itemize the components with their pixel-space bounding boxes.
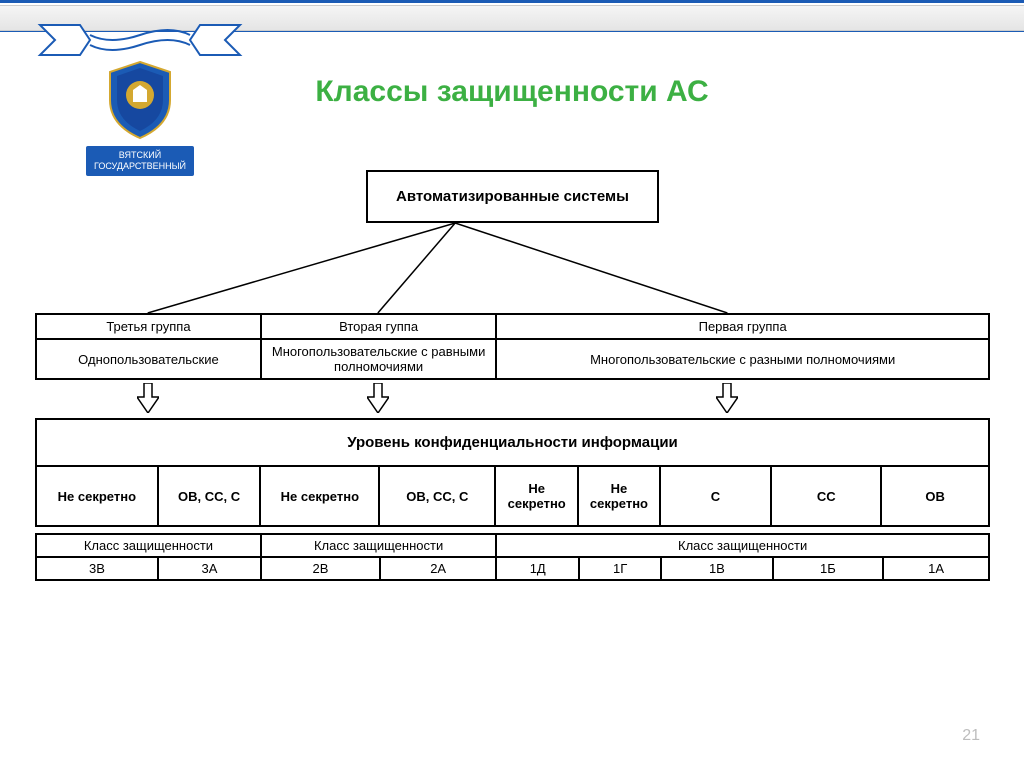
down-arrow-icon [367, 383, 389, 413]
group-desc: Многопользовательские с разными полномоч… [496, 339, 989, 379]
confidentiality-title: Уровень конфиденциальности информации [37, 420, 988, 467]
class-section-header: Класс защищенности [36, 534, 261, 557]
university-line1: ВЯТСКИЙ [119, 150, 161, 160]
class-code-cell: 1Г [579, 557, 661, 580]
conf-level-cell: Не секретно [496, 467, 579, 525]
conf-level-cell: ОВ, СС, С [380, 467, 496, 525]
class-section-header: Класс защищенности [261, 534, 496, 557]
class-code-cell: 3В [36, 557, 158, 580]
groups-table: Третья группаВторая гуппаПервая группа О… [35, 313, 990, 380]
conf-level-cell: ОВ [882, 467, 988, 525]
class-section-header: Класс защищенности [496, 534, 989, 557]
down-arrow-icon [137, 383, 159, 413]
root-node-wrap: Автоматизированные системы [35, 170, 990, 223]
page: ВЯТСКИЙ ГОСУДАРСТВЕННЫЙ Классы защищенно… [0, 0, 1024, 767]
conf-level-cell: Не секретно [37, 467, 159, 525]
class-code-cell: 2А [380, 557, 496, 580]
connector-lines [35, 223, 990, 313]
confidentiality-box: Уровень конфиденциальности информации Не… [35, 418, 990, 527]
conf-level-cell: Не секретно [579, 467, 661, 525]
conf-level-cell: С [661, 467, 772, 525]
class-code-cell: 2В [261, 557, 380, 580]
class-table: Класс защищенностиКласс защищенностиКлас… [35, 533, 990, 581]
levels-row: Не секретноОВ, СС, СНе секретноОВ, СС, С… [37, 467, 988, 525]
conf-level-cell: Не секретно [261, 467, 380, 525]
diagram: Автоматизированные системы Третья группа… [35, 170, 990, 581]
group-name: Первая группа [496, 314, 989, 339]
group-name: Третья группа [36, 314, 261, 339]
group-desc: Однопользовательские [36, 339, 261, 379]
arrows-row [35, 380, 990, 418]
page-title: Классы защищенности АС [0, 75, 1024, 109]
down-arrow-icon [716, 383, 738, 413]
page-number: 21 [962, 727, 980, 745]
ribbon-ends [30, 20, 250, 60]
conf-level-cell: ОВ, СС, С [159, 467, 262, 525]
class-code-cell: 1А [883, 557, 989, 580]
class-code-cell: 1Д [496, 557, 579, 580]
root-node: Автоматизированные системы [366, 170, 659, 223]
group-desc: Многопользовательские с равными полномоч… [261, 339, 496, 379]
class-code-cell: 1В [661, 557, 773, 580]
conf-level-cell: СС [772, 467, 882, 525]
class-code-cell: 1Б [773, 557, 884, 580]
group-name: Вторая гуппа [261, 314, 496, 339]
class-code-cell: 3А [158, 557, 261, 580]
